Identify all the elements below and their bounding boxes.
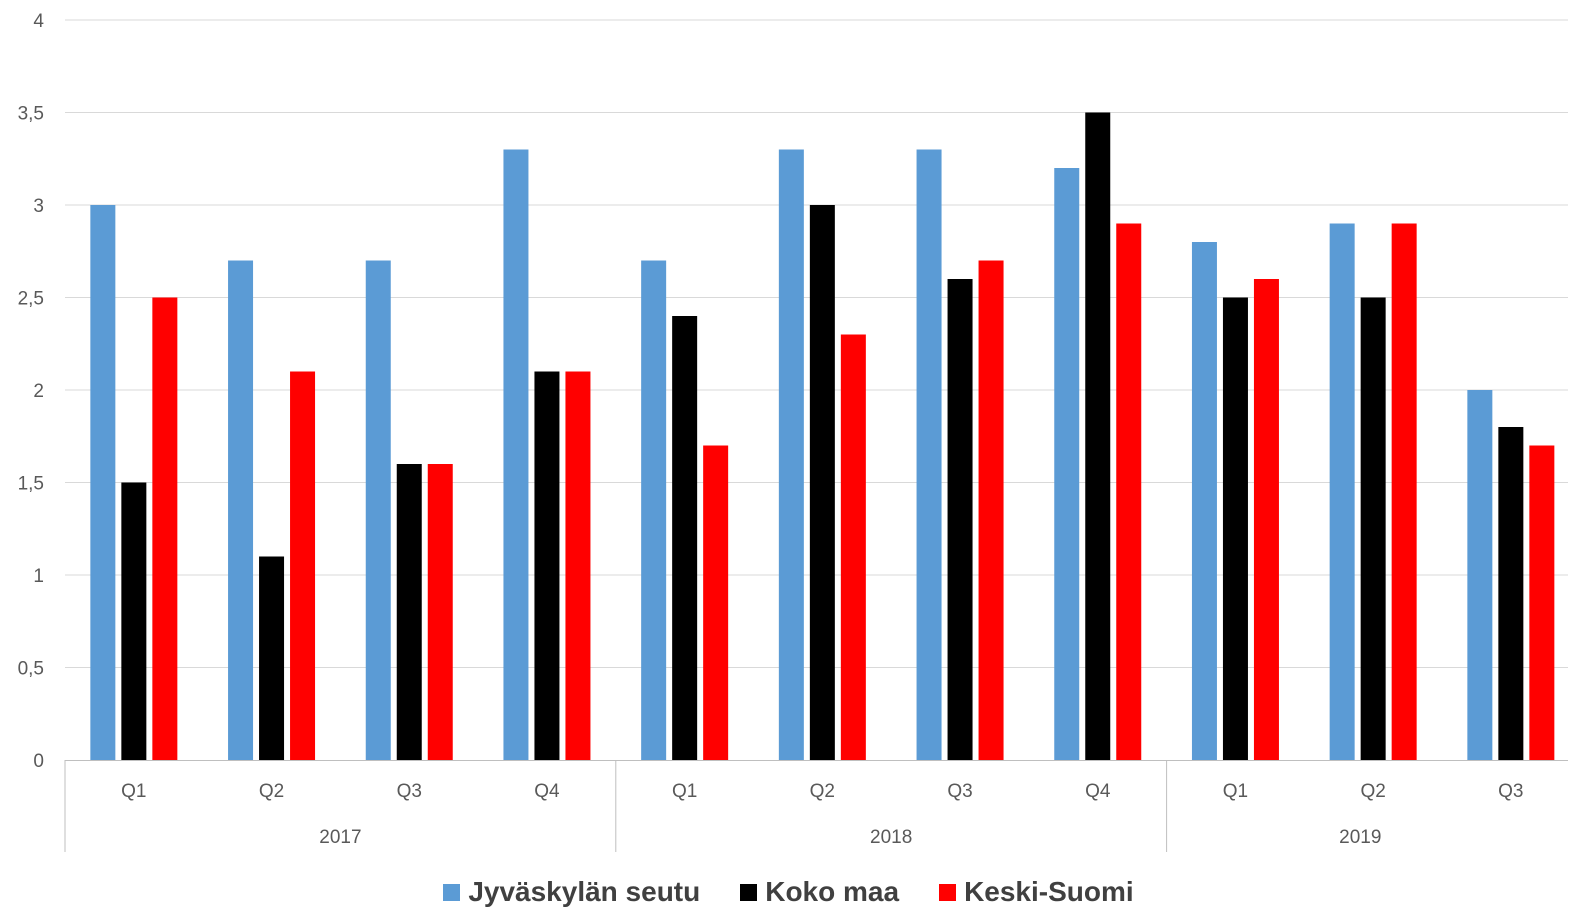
x-tick-label: Q1 bbox=[1223, 781, 1248, 802]
legend-swatch-jyvaskylan-seutu bbox=[443, 883, 461, 901]
y-tick-label: 0 bbox=[33, 751, 44, 772]
bar bbox=[1360, 297, 1386, 760]
bar bbox=[121, 482, 147, 760]
bar bbox=[916, 149, 942, 760]
x-tick-label: Q1 bbox=[121, 781, 146, 802]
bar bbox=[1329, 223, 1355, 760]
bar bbox=[1085, 112, 1111, 760]
bar bbox=[259, 556, 285, 760]
bar bbox=[90, 205, 116, 760]
bar bbox=[947, 279, 973, 760]
bar bbox=[1253, 279, 1279, 760]
x-tick-label: Q1 bbox=[672, 781, 697, 802]
legend-swatch-keski-suomi bbox=[939, 883, 957, 901]
legend-swatch-koko-maa bbox=[740, 883, 758, 901]
bar bbox=[778, 149, 804, 760]
y-tick-label: 3 bbox=[33, 196, 44, 217]
legend-label: Koko maa bbox=[765, 876, 900, 907]
x-tick-label: Q2 bbox=[259, 781, 284, 802]
bar bbox=[427, 464, 453, 760]
group-label: 2018 bbox=[870, 827, 912, 848]
bar-chart: 0 0,5 1 1,5 2 2,5 3 3,5 4 Q1 Q2 Q3 Q4 Q1 Q2 Q3 Q4 Q1 Q2 Q3 2… bbox=[18, 11, 1568, 852]
bar bbox=[365, 260, 391, 760]
bar bbox=[152, 297, 178, 760]
x-tick-label: Q3 bbox=[397, 781, 422, 802]
bar bbox=[1529, 445, 1555, 760]
x-tick-label: Q3 bbox=[947, 781, 972, 802]
legend-item-koko-maa: Koko maa bbox=[740, 876, 899, 908]
legend-item-keski-suomi: Keski-Suomi bbox=[939, 876, 1134, 908]
x-tick-label: Q4 bbox=[1085, 781, 1111, 802]
bar bbox=[565, 371, 591, 760]
bar bbox=[534, 371, 560, 760]
group-label: 2019 bbox=[1339, 827, 1381, 848]
bar bbox=[641, 260, 667, 760]
y-tick-label: 2,5 bbox=[18, 289, 44, 310]
bar bbox=[1498, 427, 1524, 760]
bar bbox=[840, 334, 866, 760]
bar bbox=[1116, 223, 1142, 760]
bar bbox=[396, 464, 422, 760]
bar bbox=[1054, 168, 1080, 760]
x-tick-label: Q3 bbox=[1498, 781, 1523, 802]
bar bbox=[978, 260, 1004, 760]
bar bbox=[503, 149, 529, 760]
legend-item-jyvaskylan-seutu: Jyväskylän seutu bbox=[443, 876, 700, 908]
y-tick-label: 1,5 bbox=[18, 474, 44, 495]
group-label: 2017 bbox=[319, 827, 361, 848]
y-tick-label: 3,5 bbox=[18, 104, 44, 125]
bar bbox=[703, 445, 729, 760]
bar bbox=[1222, 297, 1248, 760]
y-tick-label: 4 bbox=[33, 11, 44, 32]
y-tick-label: 0,5 bbox=[18, 659, 44, 680]
x-tick-label: Q4 bbox=[534, 781, 560, 802]
bar bbox=[228, 260, 254, 760]
legend: Jyväskylän seutu Koko maa Keski-Suomi bbox=[0, 872, 1577, 912]
legend-label: Jyväskylän seutu bbox=[468, 876, 701, 907]
bar bbox=[290, 371, 316, 760]
bar bbox=[809, 205, 835, 760]
x-tick-label: Q2 bbox=[1360, 781, 1385, 802]
bar bbox=[1467, 390, 1493, 760]
legend-label: Keski-Suomi bbox=[964, 876, 1134, 907]
bar bbox=[672, 316, 698, 760]
y-tick-label: 1 bbox=[33, 566, 44, 587]
bar bbox=[1191, 242, 1217, 760]
y-tick-label: 2 bbox=[33, 381, 44, 402]
x-tick-label: Q2 bbox=[810, 781, 835, 802]
bar bbox=[1391, 223, 1417, 760]
